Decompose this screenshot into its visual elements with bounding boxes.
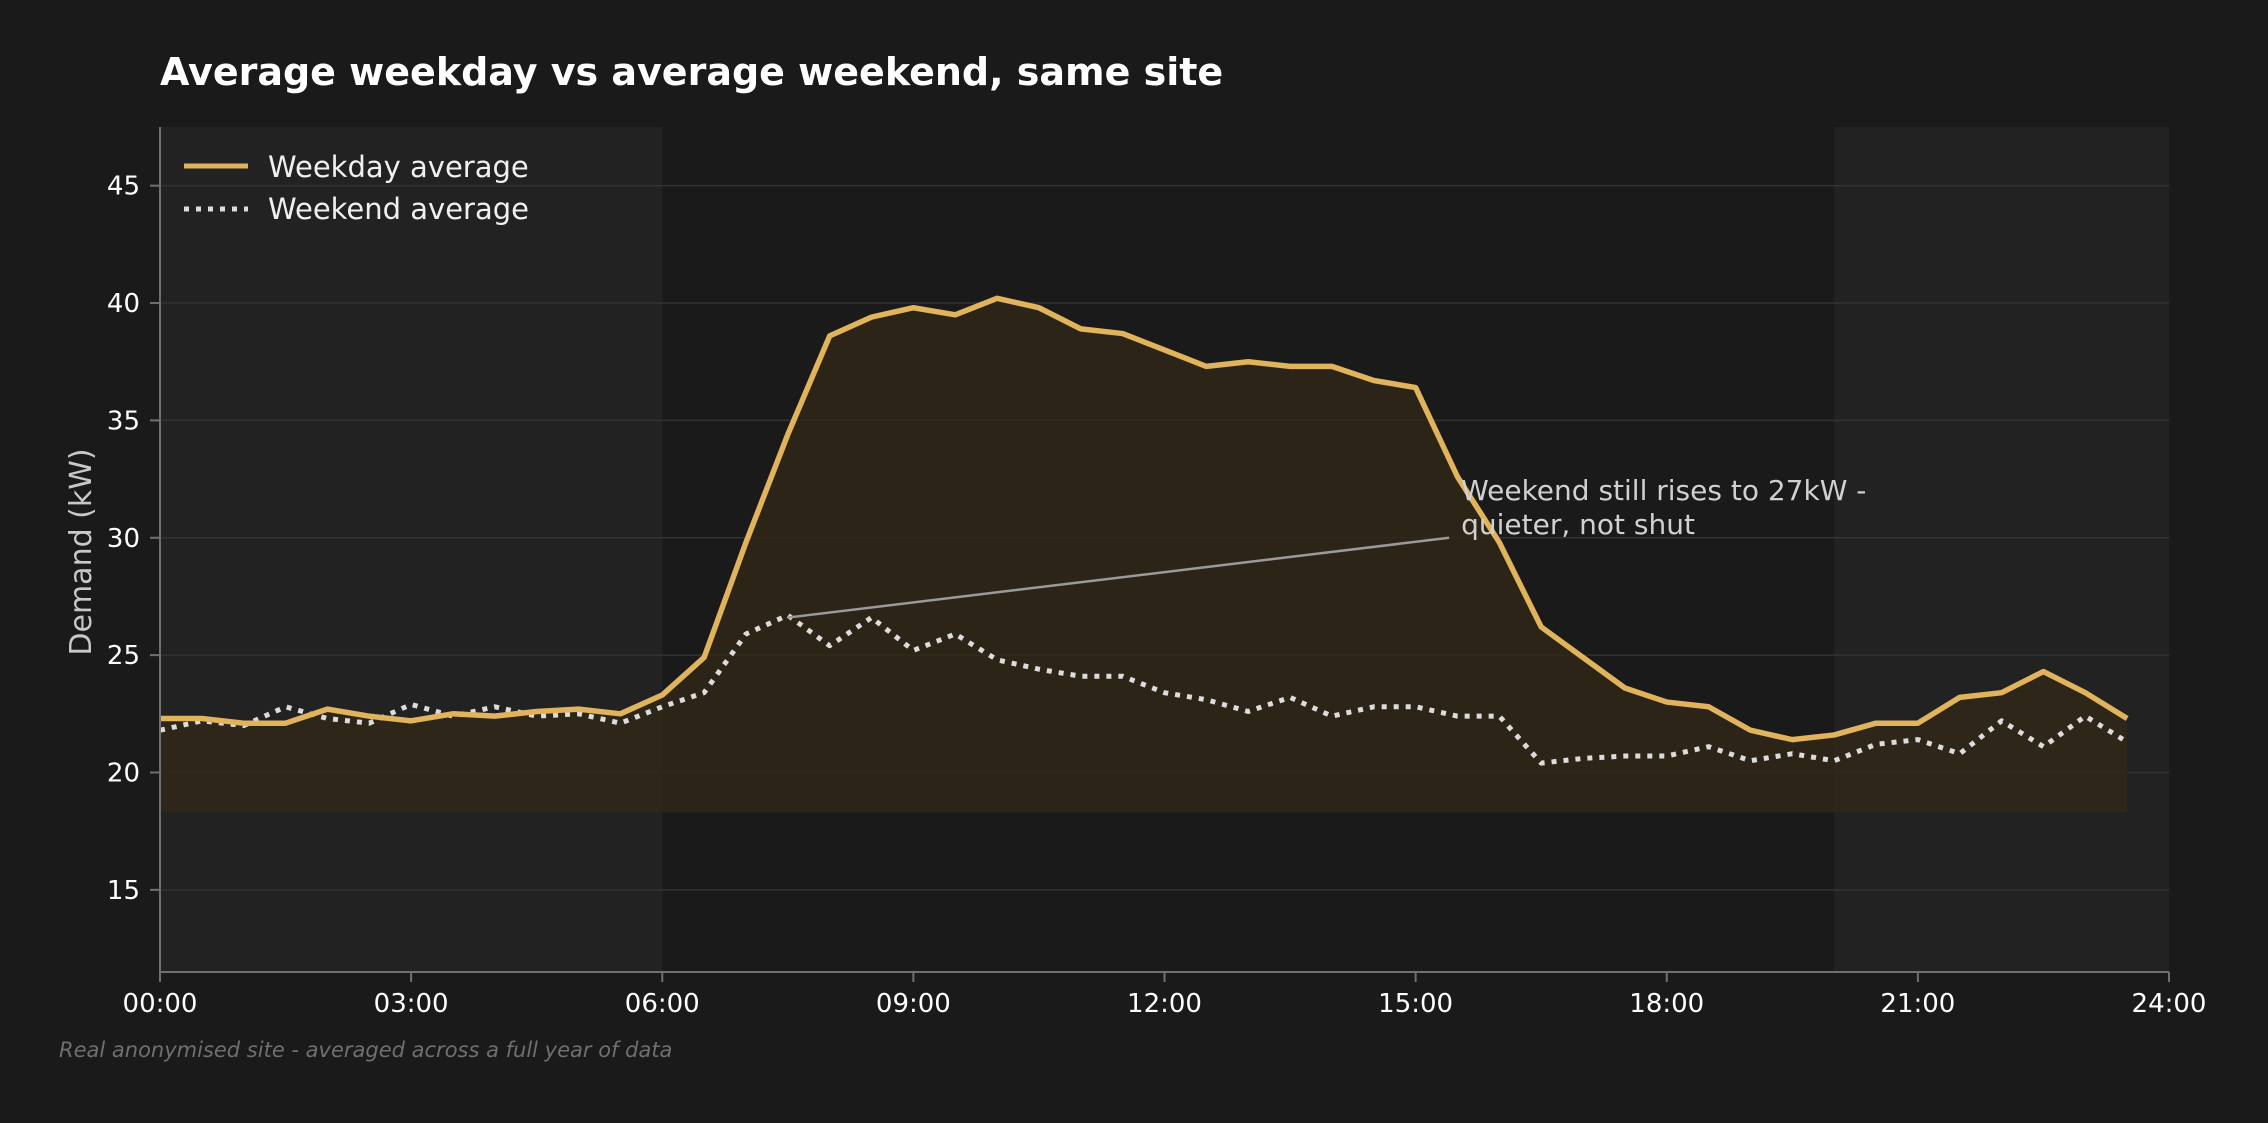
x-tick-label-3: 09:00	[876, 989, 951, 1019]
x-tick-label-2: 06:00	[625, 989, 700, 1019]
y-tick-label-20: 20	[107, 758, 140, 788]
series-lines	[159, 295, 2129, 766]
y-tick-label-30: 30	[107, 524, 140, 554]
legend-label-weekend: Weekend average	[268, 192, 529, 226]
weekday-fill-area	[160, 298, 2128, 813]
x-tick-label-0: 00:00	[123, 989, 198, 1019]
y-tick-label-45: 45	[107, 172, 140, 202]
x-tick-label-8: 24:00	[2132, 989, 2207, 1019]
series-line-weekday-average	[160, 295, 2129, 743]
annotation-line-1: Weekend still rises to 27kW -	[1461, 474, 1866, 507]
shaded-band-0	[160, 127, 663, 972]
series-line-weekend-average	[159, 612, 2129, 766]
y-tick-label-25: 25	[107, 641, 140, 671]
legend: Weekday average Weekend average	[184, 150, 529, 226]
annotation-line-2: quieter, not shut	[1461, 508, 1695, 541]
shaded-band-1	[1834, 127, 2169, 972]
footnote: Real anonymised site - averaged across a…	[59, 1038, 673, 1062]
x-tick-label-6: 18:00	[1629, 989, 1704, 1019]
weekday-area-fill	[160, 298, 2128, 813]
legend-label-weekday: Weekday average	[268, 150, 529, 184]
offpeak-shading	[160, 127, 2169, 972]
x-tick-label-1: 03:00	[374, 989, 449, 1019]
y-tick-label-15: 15	[107, 876, 140, 906]
x-tick-label-4: 12:00	[1127, 989, 1202, 1019]
chart-title: Average weekday vs average weekend, same…	[160, 50, 1224, 94]
y-tick-label-40: 40	[107, 289, 140, 319]
x-tick-label-5: 15:00	[1378, 989, 1453, 1019]
y-tick-label-35: 35	[107, 406, 140, 436]
annotation-leader-line	[787, 536, 1450, 619]
x-tick-label-7: 21:00	[1880, 989, 1955, 1019]
annotation: Weekend still rises to 27kW - quieter, n…	[787, 474, 1875, 619]
tick-labels: 15 20 25 30 35 40 45 00:00 03:00 06:00 09:00 12:00 1…	[107, 172, 2207, 1019]
y-axis-label: Demand (kW)	[64, 448, 99, 655]
annotation-text: Weekend still rises to 27kW - quieter, n…	[1461, 474, 1875, 541]
